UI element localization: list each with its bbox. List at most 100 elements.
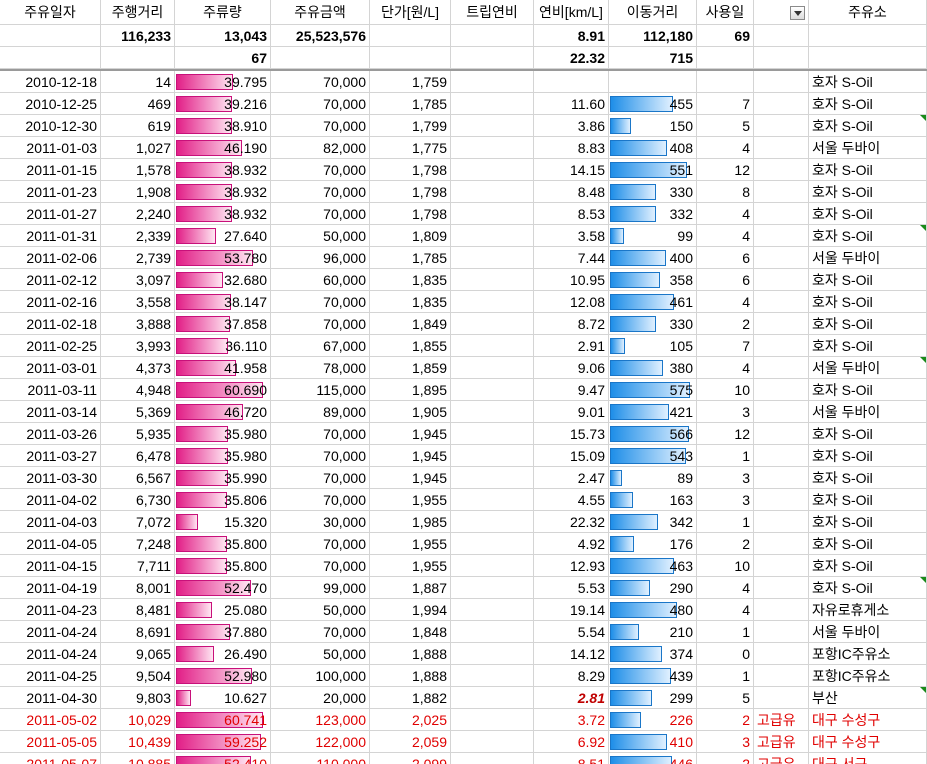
efficiency-cell[interactable]: 9.47	[534, 379, 609, 401]
summary2-efficiency-cell[interactable]: 22.32	[534, 47, 609, 69]
trip-efficiency-cell[interactable]	[451, 291, 534, 313]
station-cell[interactable]: 호자 S-Oil	[809, 489, 927, 511]
station-cell[interactable]: 포항IC주유소	[809, 643, 927, 665]
efficiency-cell[interactable]: 5.54	[534, 621, 609, 643]
station-cell[interactable]: 대구 수성구	[809, 709, 927, 731]
efficiency-cell[interactable]: 2.91	[534, 335, 609, 357]
station-cell[interactable]: 대구 서구	[809, 753, 927, 764]
date-cell[interactable]: 2011-04-05	[0, 533, 101, 555]
grade-cell[interactable]	[754, 665, 809, 687]
trip-efficiency-cell[interactable]	[451, 71, 534, 93]
station-cell[interactable]: 호자 S-Oil	[809, 269, 927, 291]
efficiency-cell[interactable]: 11.60	[534, 93, 609, 115]
station-cell[interactable]: 호자 S-Oil	[809, 71, 927, 93]
unit-price-cell[interactable]: 1,945	[370, 423, 451, 445]
unit-price-cell[interactable]: 1,835	[370, 291, 451, 313]
efficiency-cell[interactable]: 12.93	[534, 555, 609, 577]
summary-grade-cell[interactable]	[754, 25, 809, 47]
days-used-cell[interactable]: 0	[697, 643, 754, 665]
date-cell[interactable]: 2011-02-12	[0, 269, 101, 291]
amount-cell[interactable]: 20,000	[271, 687, 370, 709]
amount-cell[interactable]: 50,000	[271, 225, 370, 247]
distance-cell[interactable]: 10,885	[101, 753, 175, 764]
column-header-efficiency[interactable]: 연비[km/L]	[534, 0, 609, 25]
days-used-cell[interactable]: 5	[697, 687, 754, 709]
date-cell[interactable]: 2011-02-18	[0, 313, 101, 335]
station-cell[interactable]: 호자 S-Oil	[809, 203, 927, 225]
summary-distance-cell[interactable]: 116,233	[101, 25, 175, 47]
fuel-cell[interactable]: 38.147	[175, 291, 271, 313]
fuel-cell[interactable]: 38.932	[175, 203, 271, 225]
date-cell[interactable]: 2011-01-15	[0, 159, 101, 181]
distance-cell[interactable]: 14	[101, 71, 175, 93]
efficiency-cell[interactable]: 8.72	[534, 313, 609, 335]
amount-cell[interactable]: 50,000	[271, 643, 370, 665]
moved-distance-cell[interactable]: 99	[609, 225, 697, 247]
trip-efficiency-cell[interactable]	[451, 445, 534, 467]
column-header-station[interactable]: 주유소	[809, 0, 927, 25]
summary2-distance-cell[interactable]	[101, 47, 175, 69]
column-header-grade[interactable]	[754, 0, 809, 25]
summary-moved-distance-cell[interactable]: 112,180	[609, 25, 697, 47]
moved-distance-cell[interactable]: 342	[609, 511, 697, 533]
efficiency-cell[interactable]: 3.58	[534, 225, 609, 247]
summary2-unit-price-cell[interactable]	[370, 47, 451, 69]
unit-price-cell[interactable]: 1,994	[370, 599, 451, 621]
efficiency-cell[interactable]: 6.92	[534, 731, 609, 753]
days-used-cell[interactable]: 3	[697, 489, 754, 511]
station-cell[interactable]: 호자 S-Oil	[809, 577, 927, 599]
grade-cell[interactable]	[754, 379, 809, 401]
days-used-cell[interactable]: 4	[697, 225, 754, 247]
unit-price-cell[interactable]: 1,945	[370, 445, 451, 467]
trip-efficiency-cell[interactable]	[451, 203, 534, 225]
fuel-cell[interactable]: 52.410	[175, 753, 271, 764]
amount-cell[interactable]: 70,000	[271, 445, 370, 467]
moved-distance-cell[interactable]	[609, 71, 697, 93]
days-used-cell[interactable]: 3	[697, 467, 754, 489]
comment-indicator-icon[interactable]	[920, 115, 926, 121]
amount-cell[interactable]: 82,000	[271, 137, 370, 159]
fuel-cell[interactable]: 38.910	[175, 115, 271, 137]
amount-cell[interactable]: 122,000	[271, 731, 370, 753]
moved-distance-cell[interactable]: 332	[609, 203, 697, 225]
grade-cell[interactable]	[754, 247, 809, 269]
distance-cell[interactable]: 1,908	[101, 181, 175, 203]
grade-cell[interactable]	[754, 357, 809, 379]
grade-cell[interactable]	[754, 115, 809, 137]
efficiency-cell[interactable]: 8.48	[534, 181, 609, 203]
efficiency-cell[interactable]: 7.44	[534, 247, 609, 269]
amount-cell[interactable]: 70,000	[271, 93, 370, 115]
station-cell[interactable]: 호자 S-Oil	[809, 335, 927, 357]
unit-price-cell[interactable]: 1,955	[370, 555, 451, 577]
days-used-cell[interactable]: 4	[697, 577, 754, 599]
fuel-cell[interactable]: 60.690	[175, 379, 271, 401]
unit-price-cell[interactable]: 1,835	[370, 269, 451, 291]
fuel-cell[interactable]: 32.680	[175, 269, 271, 291]
amount-cell[interactable]: 110,000	[271, 753, 370, 764]
station-cell[interactable]: 호자 S-Oil	[809, 181, 927, 203]
efficiency-cell[interactable]: 2.81	[534, 687, 609, 709]
amount-cell[interactable]: 78,000	[271, 357, 370, 379]
trip-efficiency-cell[interactable]	[451, 665, 534, 687]
efficiency-cell[interactable]: 12.08	[534, 291, 609, 313]
days-used-cell[interactable]: 5	[697, 115, 754, 137]
grade-cell[interactable]	[754, 313, 809, 335]
efficiency-cell[interactable]: 2.47	[534, 467, 609, 489]
efficiency-cell[interactable]: 4.55	[534, 489, 609, 511]
fuel-cell[interactable]: 59.252	[175, 731, 271, 753]
distance-cell[interactable]: 9,065	[101, 643, 175, 665]
grade-cell[interactable]	[754, 599, 809, 621]
summary2-moved-distance-cell[interactable]: 715	[609, 47, 697, 69]
trip-efficiency-cell[interactable]	[451, 753, 534, 764]
days-used-cell[interactable]	[697, 71, 754, 93]
date-cell[interactable]: 2010-12-30	[0, 115, 101, 137]
fuel-cell[interactable]: 37.858	[175, 313, 271, 335]
distance-cell[interactable]: 6,478	[101, 445, 175, 467]
grade-cell[interactable]	[754, 181, 809, 203]
summary2-amount-cell[interactable]	[271, 47, 370, 69]
grade-cell[interactable]	[754, 423, 809, 445]
station-cell[interactable]: 자유로휴게소	[809, 599, 927, 621]
efficiency-cell[interactable]: 14.12	[534, 643, 609, 665]
amount-cell[interactable]: 96,000	[271, 247, 370, 269]
amount-cell[interactable]: 123,000	[271, 709, 370, 731]
